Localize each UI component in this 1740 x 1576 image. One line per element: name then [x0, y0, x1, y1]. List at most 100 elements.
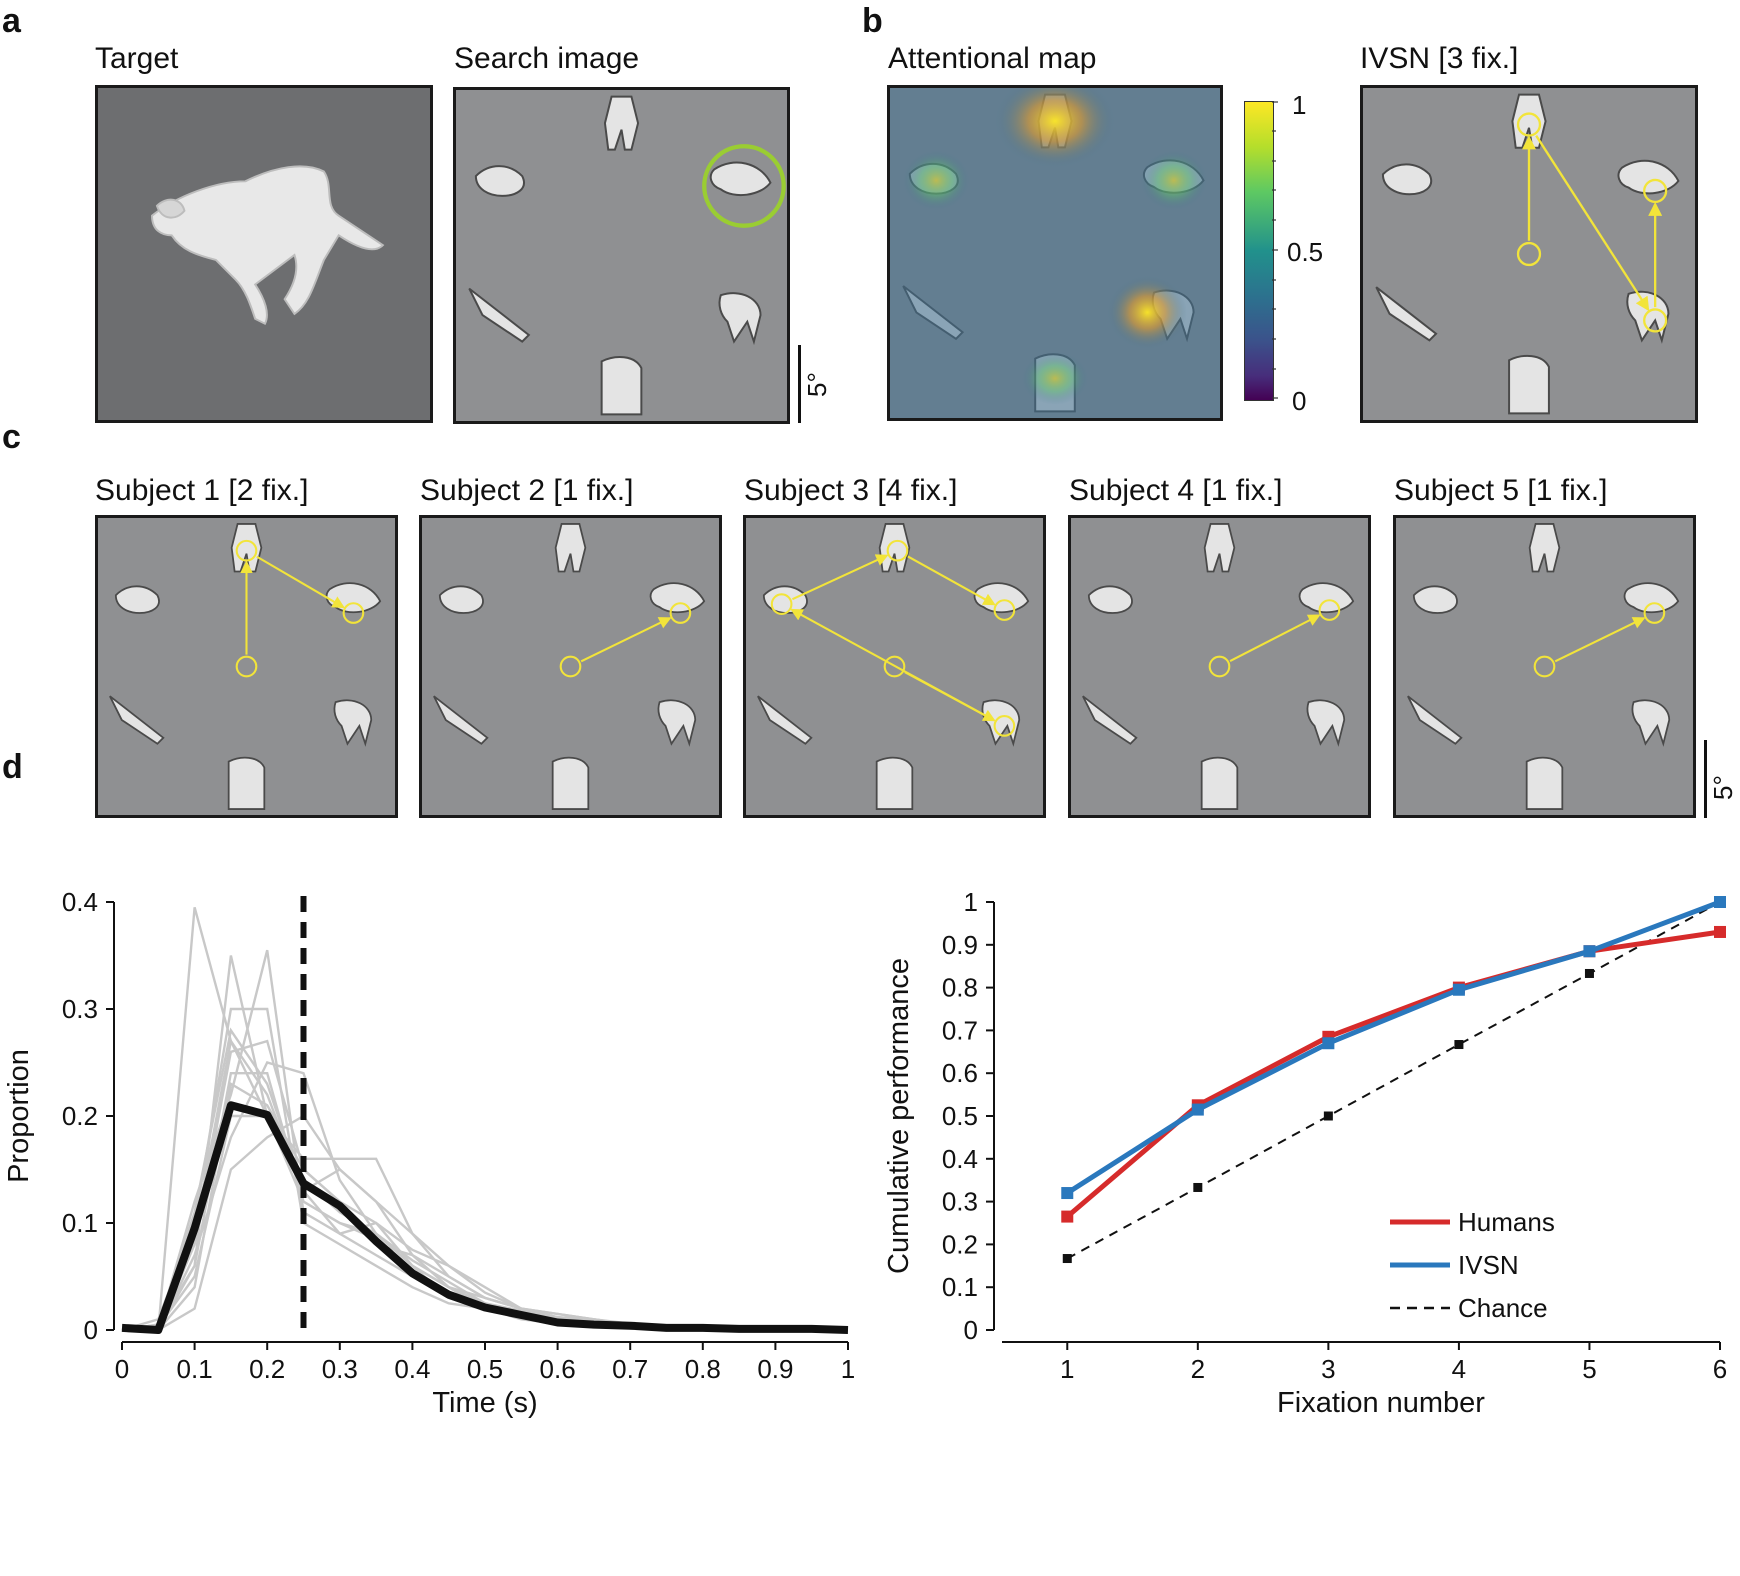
e-legend-label: Chance [1458, 1293, 1548, 1323]
object-dogs-icon [114, 585, 160, 614]
attentional-map-title: Attentional map [888, 42, 1097, 75]
scale-bar-c [1704, 740, 1707, 818]
object-lamb-icon [1623, 582, 1680, 614]
object-knife-icon [109, 695, 165, 745]
object-dog-icon [1306, 699, 1346, 747]
array-objects [1082, 523, 1355, 810]
d-x-tick-label: 1 [841, 1354, 855, 1384]
e-point-chance [1584, 968, 1594, 978]
object-dogs-icon [474, 165, 525, 197]
fixation-circle [1643, 602, 1666, 624]
e-series-chance [1066, 901, 1721, 1260]
object-cat-icon [1200, 756, 1239, 810]
subject-4-title: Subject 4 [1 fix.] [1069, 474, 1283, 507]
saccade-arrow [580, 617, 672, 663]
e-y-tick-label: 0.4 [942, 1144, 978, 1174]
fixation-circle [1533, 655, 1556, 678]
e-point-chance [1454, 1040, 1464, 1050]
subject-1-title: Subject 1 [2 fix.] [95, 474, 309, 507]
d-x-axis-label: Time (s) [432, 1387, 537, 1419]
saccade-arrow [790, 608, 995, 722]
e-series-humans [1065, 929, 1721, 1219]
fixation-circle [559, 655, 582, 678]
fixation-circle [770, 593, 793, 615]
target-title: Target [95, 42, 179, 75]
object-knife-icon [468, 287, 531, 343]
object-lamb-icon [709, 161, 772, 197]
object-dog-icon [333, 699, 373, 747]
saccade-arrow [907, 555, 996, 606]
fixation-circle [235, 539, 258, 562]
e-point-humans [1714, 925, 1726, 938]
ivsn-title: IVSN [3 fix.] [1360, 42, 1519, 75]
object-cat-icon [875, 756, 914, 810]
object-cat-icon [600, 356, 643, 416]
object-cat-icon [1525, 756, 1564, 810]
saccade-arrow [1554, 617, 1646, 663]
object-knife-icon [1375, 286, 1438, 342]
colorbar-tick-0: 0 [1292, 386, 1307, 416]
saccade-arrow [791, 554, 889, 601]
panel-label-d: d [2, 748, 23, 786]
e-y-tick-label: 1 [964, 887, 978, 917]
saccade-arrow [1229, 614, 1321, 662]
array-objects [433, 523, 706, 810]
d-x-tick-label: 0.7 [612, 1354, 648, 1384]
e-y-tick-label: 0 [964, 1315, 978, 1345]
e-y-tick-label: 0.7 [942, 1015, 978, 1045]
subject-2-title: Subject 2 [1 fix.] [420, 474, 634, 507]
panel-label-c: c [2, 418, 21, 456]
object-cat-icon [1508, 354, 1550, 415]
attentional-map [887, 85, 1223, 421]
heat-peak-left [903, 150, 970, 211]
chart-e: 0 0.1 0.2 0.3 0.4 0.5 0.6 0.7 0.8 0.9 1 1 2 3 4 5 6 Fixat… [883, 887, 1727, 1419]
e-point-humans [1061, 1210, 1074, 1223]
e-series-ivsn [1065, 899, 1721, 1196]
chart-d: 0 0.1 0.2 0.3 0.4 0 0.1 0.2 0.3 0.4 0.5 0.6 0.7 0.8 0.… [3, 887, 855, 1419]
fixation-circle [1643, 178, 1668, 204]
d-x-tick-label: 0.9 [757, 1354, 793, 1384]
fixation-circle [235, 655, 258, 678]
e-point-chance [1062, 1254, 1072, 1264]
e-point-chance [1193, 1182, 1203, 1192]
object-dogs-icon [1412, 585, 1458, 614]
subject-1-scanpath [95, 515, 398, 818]
e-x-tick-label: 2 [1191, 1354, 1205, 1384]
object-goat-icon [1528, 523, 1561, 573]
d-y-axis-label: Proportion [3, 1049, 35, 1183]
e-x-axis-label: Fixation number [1277, 1387, 1485, 1419]
object-dog-icon [1631, 699, 1671, 747]
saccade-arrow [1535, 135, 1650, 312]
object-knife-icon [433, 695, 489, 745]
object-goat-icon [603, 95, 640, 151]
array-objects [1407, 523, 1680, 810]
e-y-tick-label: 0.6 [942, 1058, 978, 1088]
scale-bar-a [798, 345, 801, 423]
e-point-ivsn [1322, 1037, 1335, 1050]
subject-3-scanpath [743, 515, 1046, 818]
heat-peak-target [1140, 150, 1207, 211]
panel-label-a: a [2, 2, 21, 40]
heat-peak-right [1107, 276, 1187, 349]
fixation-circle [1516, 112, 1542, 137]
e-point-ivsn [1191, 1103, 1204, 1116]
fixation-circle [1643, 308, 1668, 333]
e-point-ivsn [1714, 896, 1726, 908]
saccade-arrow [256, 555, 345, 609]
fixation-circle [993, 715, 1016, 737]
search-image [453, 87, 790, 424]
e-x-tick-label: 1 [1060, 1354, 1074, 1384]
subject-3-title: Subject 3 [4 fix.] [744, 474, 958, 507]
heat-peak-top [995, 88, 1115, 168]
subject-5-scanpath [1393, 515, 1696, 818]
e-legend-label: IVSN [1458, 1250, 1519, 1280]
d-x-tick-label: 0.2 [249, 1354, 285, 1384]
subject-4-scanpath [1068, 515, 1371, 818]
object-dogs-icon [1087, 585, 1133, 614]
ivsn-scanpath-image [1360, 85, 1698, 423]
d-y-tick-label: 0.1 [62, 1208, 98, 1238]
scale-label-a: 5° [802, 372, 832, 397]
e-point-ivsn [1452, 983, 1465, 996]
e-x-tick-label: 6 [1713, 1354, 1727, 1384]
object-goat-icon [1203, 523, 1236, 573]
